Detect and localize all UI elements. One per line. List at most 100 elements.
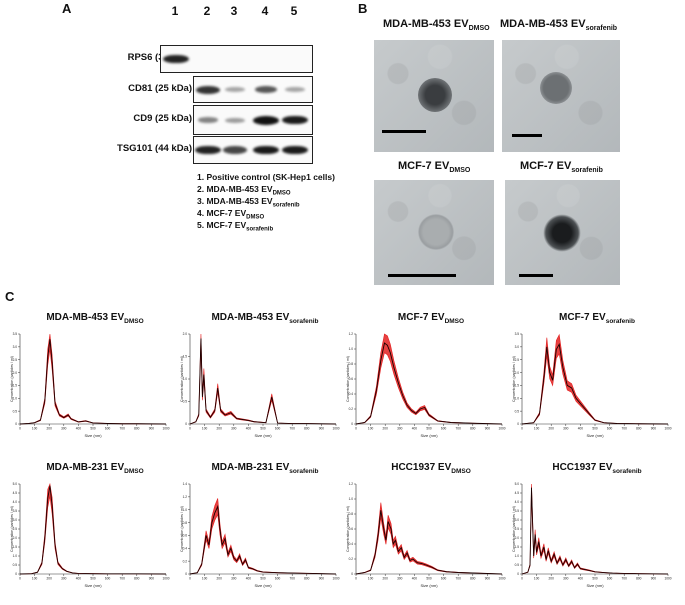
x-tick-label: 800	[134, 427, 140, 431]
x-tick-label: 0	[19, 427, 21, 431]
blot-legend-item: 2. MDA-MB-453 EVDMSO	[197, 184, 291, 197]
x-tick-label: 500	[592, 577, 598, 581]
x-tick-label: 700	[622, 577, 628, 581]
x-tick-label: 600	[441, 577, 447, 581]
x-tick-label: 1000	[332, 577, 339, 581]
y-tick-label: 5.0	[515, 482, 520, 486]
x-tick-label: 400	[412, 577, 418, 581]
nta-title: MCF-7 EVsorafenib	[559, 312, 635, 325]
y-tick-label: 3.5	[515, 509, 520, 513]
y-tick-label: 2.0	[515, 371, 520, 375]
x-tick-label: 700	[456, 577, 462, 581]
vesicle-1	[418, 78, 452, 112]
x-tick-label: 100	[202, 577, 208, 581]
y-tick-label: 1.4	[183, 482, 188, 486]
x-tick-label: 400	[76, 427, 82, 431]
x-tick-label: 400	[76, 577, 82, 581]
y-tick-label: 3.0	[13, 518, 18, 522]
x-tick-label: 900	[651, 427, 657, 431]
em-image-4	[505, 180, 620, 285]
em-image-3	[374, 180, 494, 285]
x-tick-label: 400	[578, 577, 584, 581]
x-tick-label: 900	[485, 577, 491, 581]
em-title-1: MDA-MB-453 EVDMSO	[383, 18, 490, 33]
x-tick-label: 300	[563, 427, 569, 431]
panel-b-letter: B	[358, 1, 368, 16]
x-tick-label: 0	[189, 427, 191, 431]
x-tick-label: 600	[105, 577, 111, 581]
y-tick-label: 0	[15, 572, 17, 576]
y-tick-label: 2.5	[13, 527, 18, 531]
x-axis-label: Size (nm)	[420, 433, 438, 438]
blot-legend-item: 5. MCF-7 EVsorafenib	[197, 220, 274, 233]
blot-band	[225, 117, 245, 123]
y-tick-label: 0	[351, 422, 353, 426]
x-tick-label: 600	[441, 427, 447, 431]
x-tick-label: 300	[397, 427, 403, 431]
x-tick-label: 700	[290, 427, 296, 431]
y-tick-label: 0	[185, 572, 187, 576]
y-tick-label: 2.0	[515, 536, 520, 540]
x-tick-label: 400	[246, 577, 252, 581]
nta-plot: 0 0.5 1.0 1.5 2.0 0 100 200 300 400 500 600 700 800 90…	[180, 330, 340, 440]
nta-plot: 0 0.5 1.0 1.5 2.0 2.5 3.0 3.5 0 100 200 300 400 500 60…	[10, 330, 170, 440]
y-tick-label: 0.8	[349, 362, 354, 366]
mean-line	[19, 339, 167, 425]
x-tick-label: 500	[260, 577, 266, 581]
error-band	[521, 483, 669, 575]
x-axis-label: Size (nm)	[254, 433, 272, 438]
x-tick-label: 200	[549, 577, 555, 581]
em-title-2: MDA-MB-453 EVsorafenib	[500, 18, 618, 33]
x-tick-label: 1000	[498, 427, 505, 431]
em-title-4: MCF-7 EVsorafenib	[520, 160, 603, 175]
x-tick-label: 600	[275, 577, 281, 581]
x-tick-label: 400	[412, 427, 418, 431]
y-tick-label: 1.0	[183, 377, 188, 381]
blot-band	[163, 54, 189, 64]
nta-plot: 0 0.2 0.4 0.6 0.8 1.0 1.2 0 100 200 300 400 500 600 70…	[346, 480, 506, 590]
blot-label: CD9 (25 kDa)	[133, 113, 192, 124]
y-tick-label: 1.0	[349, 347, 354, 351]
x-tick-label: 100	[534, 427, 540, 431]
blot-label: TSG101 (44 kDa)	[117, 143, 192, 154]
y-tick-label: 0.5	[183, 400, 188, 404]
y-tick-label: 0	[185, 422, 187, 426]
lane-number: 3	[230, 4, 238, 18]
blot-band	[197, 117, 219, 123]
y-tick-label: 4.0	[515, 500, 520, 504]
x-tick-label: 700	[622, 427, 628, 431]
y-tick-label: 1.5	[13, 384, 18, 388]
blot-band	[285, 87, 305, 92]
y-tick-label: 1.5	[515, 384, 520, 388]
x-tick-label: 800	[636, 427, 642, 431]
x-tick-label: 700	[456, 427, 462, 431]
x-tick-label: 100	[368, 577, 374, 581]
y-tick-label: 1.0	[515, 396, 520, 400]
panel-a-letter: A	[62, 1, 72, 16]
blot-strip	[193, 136, 313, 164]
x-tick-label: 1000	[162, 427, 169, 431]
nta-plot: 0 0.2 0.4 0.6 0.8 1.0 1.2 1.4 0 100 200 300 400 500 60…	[180, 480, 340, 590]
x-axis-label: Size (nm)	[254, 583, 272, 588]
x-tick-label: 500	[592, 427, 598, 431]
x-tick-label: 200	[383, 427, 389, 431]
x-axis-label: Size (nm)	[84, 433, 102, 438]
x-tick-label: 0	[521, 577, 523, 581]
x-tick-label: 300	[563, 577, 569, 581]
y-tick-label: 3.0	[515, 345, 520, 349]
nta-chart: 0 0.5 1.0 1.5 2.0 2.5 3.0 3.5 4.0 4.5 5.0 0 100 200 30…	[512, 482, 672, 588]
x-tick-label: 500	[260, 427, 266, 431]
blot-band	[253, 145, 279, 155]
nta-plot: 0 0.5 1.0 1.5 2.0 2.5 3.0 3.5 4.0 4.5 5.0 0 100 200 30…	[512, 480, 672, 590]
mean-line	[355, 342, 503, 425]
nta-chart: 0 0.5 1.0 1.5 2.0 2.5 3.0 3.5 4.0 4.5 5.0 0 100 200 30…	[10, 482, 170, 588]
blot-band	[223, 146, 247, 154]
x-tick-label: 800	[470, 427, 476, 431]
x-tick-label: 0	[355, 577, 357, 581]
nta-plot: 0 0.2 0.4 0.6 0.8 1.0 1.2 0 100 200 300 400 500 600 70…	[346, 330, 506, 440]
y-tick-label: 3.5	[13, 332, 18, 336]
nta-plot: 0 0.5 1.0 1.5 2.0 2.5 3.0 3.5 0 100 200 300 400 500 60…	[512, 330, 672, 440]
nta-title: MCF-7 EVDMSO	[397, 312, 465, 325]
y-tick-label: 0	[517, 572, 519, 576]
y-tick-label: 1.5	[515, 545, 520, 549]
